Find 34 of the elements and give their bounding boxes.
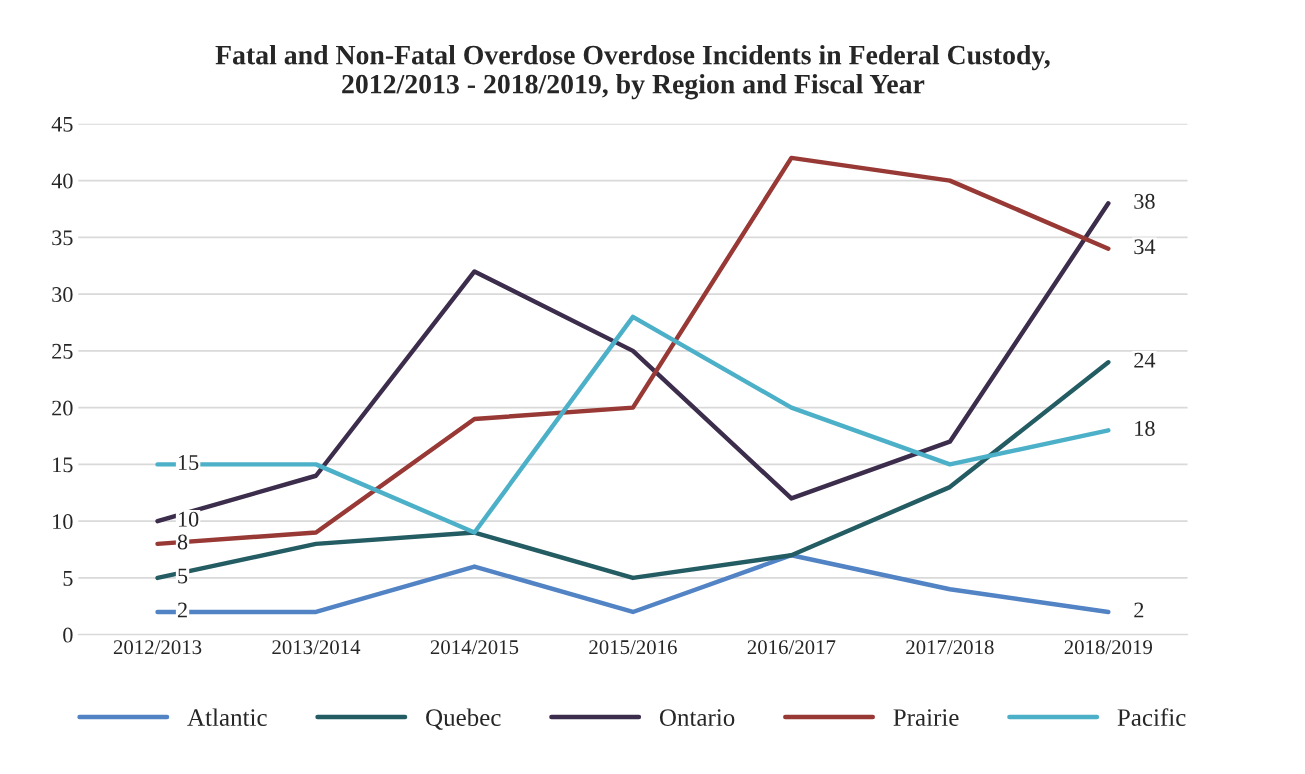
x-tick-label: 2012/2013 — [113, 640, 202, 655]
x-tick-label: 2018/2019 — [1064, 640, 1153, 655]
x-tick-label: 2016/2017 — [747, 640, 836, 655]
y-tick-label: 5 — [63, 571, 73, 586]
y-tick-label: 0 — [63, 627, 73, 643]
data-label: 10 — [178, 511, 199, 527]
line-series — [155, 314, 1111, 535]
data-label: 5 — [178, 568, 188, 584]
data-label: 18 — [1135, 420, 1155, 436]
x-tick-label: 2013/2014 — [272, 640, 361, 655]
x-tick-label: 2017/2018 — [906, 640, 994, 655]
y-tick-label: 30 — [52, 287, 73, 303]
legend-label: Quebec — [426, 708, 501, 730]
y-tick-label: 25 — [52, 343, 73, 359]
y-tick-label: 20 — [52, 400, 73, 416]
legend-label: Ontario — [659, 709, 735, 727]
x-tick-label: 2015/2016 — [589, 640, 677, 655]
y-tick-label: 15 — [53, 457, 73, 473]
data-label: 2 — [177, 602, 187, 618]
data-label: 8 — [177, 534, 188, 550]
legend-label: Pacific — [1117, 708, 1186, 727]
y-tick-label: 40 — [51, 173, 73, 189]
data-label: 15 — [178, 455, 199, 470]
data-label: 34 — [1134, 239, 1156, 255]
data-label: 38 — [1134, 193, 1155, 209]
y-tick-label: 10 — [53, 514, 73, 530]
data-label: 24 — [1134, 352, 1156, 368]
data-label: 2 — [1134, 602, 1144, 618]
y-tick-label: 45 — [51, 116, 73, 132]
chart-title: Fatal and Non-Fatal Overdose Overdose Incidents in Federal Custody, 2012/2013 - 2018/2019, by Region and Fiscal Year — [215, 44, 1050, 100]
legend-label: Prairie — [893, 709, 959, 727]
y-tick-label: 35 — [52, 230, 73, 246]
x-tick-label: 2014/2015 — [430, 640, 519, 655]
legend-label: Atlantic — [187, 708, 267, 727]
